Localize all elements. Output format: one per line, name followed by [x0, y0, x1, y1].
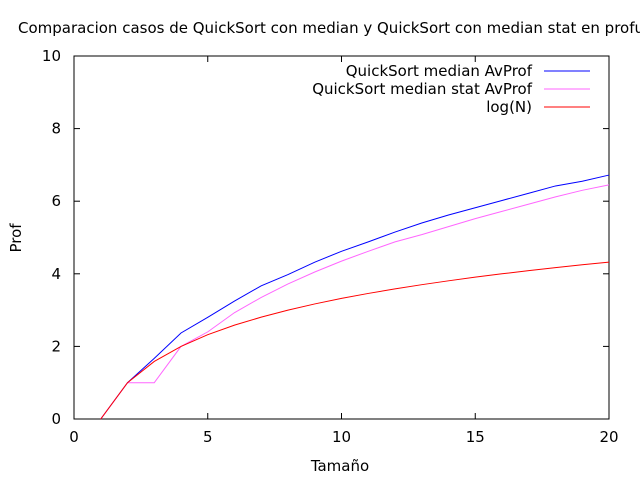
series-line-2	[100, 184, 610, 420]
legend-label-3: log(N)	[486, 98, 532, 116]
y-tick-label: 8	[51, 120, 61, 138]
x-tick-label: 15	[466, 428, 485, 446]
legend-label-2: QuickSort median stat AvProf	[312, 80, 533, 98]
series-line-3	[100, 261, 610, 420]
x-axis-label: Tamaño	[310, 457, 369, 475]
x-tick-label: 5	[203, 428, 213, 446]
x-tick-label: 20	[599, 428, 618, 446]
series-lines	[100, 174, 610, 420]
y-tick-label: 6	[51, 192, 61, 210]
y-tick-label: 0	[51, 410, 61, 428]
y-tick-label: 2	[51, 337, 61, 355]
legend-label-1: QuickSort median AvProf	[346, 62, 533, 80]
y-tick-label: 10	[42, 47, 61, 65]
ticks: 0 5 10 15 20 0 2 4 6 8 10	[42, 47, 619, 446]
series-line-1	[100, 174, 610, 420]
chart-title: Comparacion casos de QuickSort con media…	[18, 19, 640, 37]
x-tick-label: 10	[332, 428, 351, 446]
x-tick-label: 0	[69, 428, 79, 446]
y-tick-label: 4	[51, 265, 61, 283]
y-axis-label: Prof	[7, 223, 25, 253]
